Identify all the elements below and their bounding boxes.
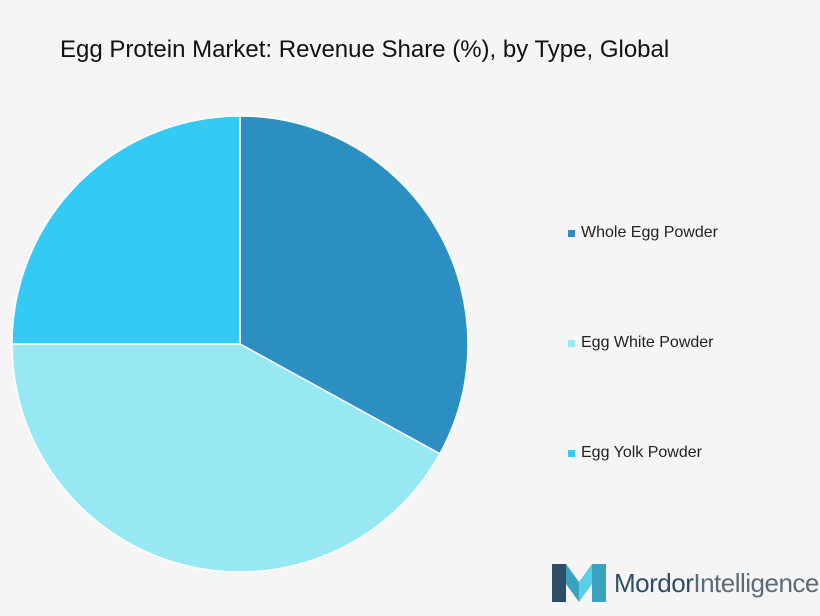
- pie-slice-egg-yolk-powder: [11, 115, 241, 345]
- mordor-intelligence-logo: MordorIntelligence: [552, 564, 819, 602]
- legend-label-egg-white-powder: Egg White Powder: [581, 334, 714, 351]
- logo-text: MordorIntelligence: [614, 568, 819, 599]
- legend-swatch-egg-white-powder: [568, 339, 575, 347]
- mordor-logo-icon: [552, 564, 606, 602]
- logo-text-bold: Mordor: [614, 567, 694, 598]
- legend-label-whole-egg-powder: Whole Egg Powder: [581, 224, 718, 241]
- pie-slice-egg-white-powder: [11, 343, 441, 573]
- legend-item-egg-yolk-powder: Egg Yolk Powder: [568, 442, 718, 464]
- legend-label-egg-yolk-powder: Egg Yolk Powder: [581, 444, 702, 461]
- pie-slice-whole-egg-powder: [239, 115, 469, 455]
- legend-swatch-whole-egg-powder: [568, 229, 575, 237]
- logo-text-light: Intelligence: [693, 567, 819, 598]
- legend-item-egg-white-powder: Egg White Powder: [568, 332, 718, 354]
- chart-title: Egg Protein Market: Revenue Share (%), b…: [60, 36, 670, 63]
- legend-swatch-egg-yolk-powder: [568, 449, 575, 457]
- chart-legend: Whole Egg Powder Egg White Powder Egg Yo…: [568, 222, 718, 552]
- legend-item-whole-egg-powder: Whole Egg Powder: [568, 222, 718, 244]
